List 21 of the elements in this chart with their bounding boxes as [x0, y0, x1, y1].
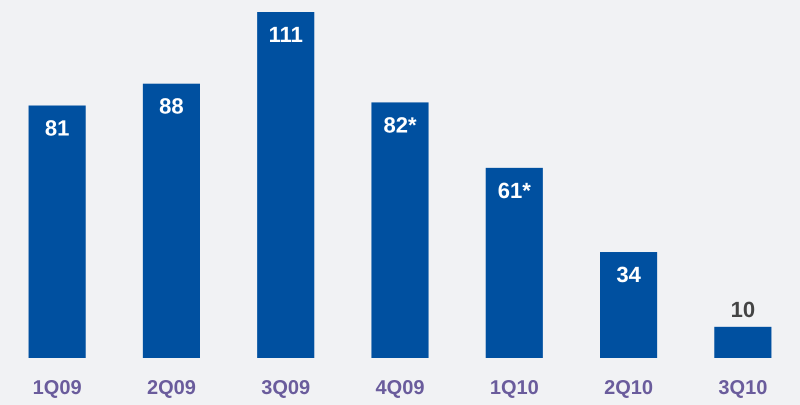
- bar: [28, 106, 86, 358]
- bar: [371, 102, 429, 358]
- x-tick-label: 2Q09: [146, 377, 196, 400]
- data-label: 61*: [498, 178, 532, 203]
- x-tick-label: 4Q09: [376, 377, 424, 400]
- bar: [257, 12, 314, 358]
- bar: [142, 84, 200, 358]
- x-tick-label: 3Q09: [261, 377, 310, 400]
- data-label: 81: [44, 116, 70, 141]
- data-label: 88: [159, 94, 184, 119]
- data-label: 34: [616, 262, 642, 288]
- bar: [486, 168, 543, 358]
- data-label: 82*: [383, 112, 417, 138]
- bar: [714, 326, 772, 358]
- data-label: 10: [730, 296, 756, 322]
- data-label: 111: [268, 22, 303, 47]
- x-tick-label: 1Q09: [32, 377, 82, 400]
- bar: [600, 252, 658, 358]
- x-tick-label: 3Q10: [718, 377, 768, 400]
- x-tick-label: 2Q10: [604, 377, 654, 400]
- x-tick-label: 1Q10: [490, 377, 539, 400]
